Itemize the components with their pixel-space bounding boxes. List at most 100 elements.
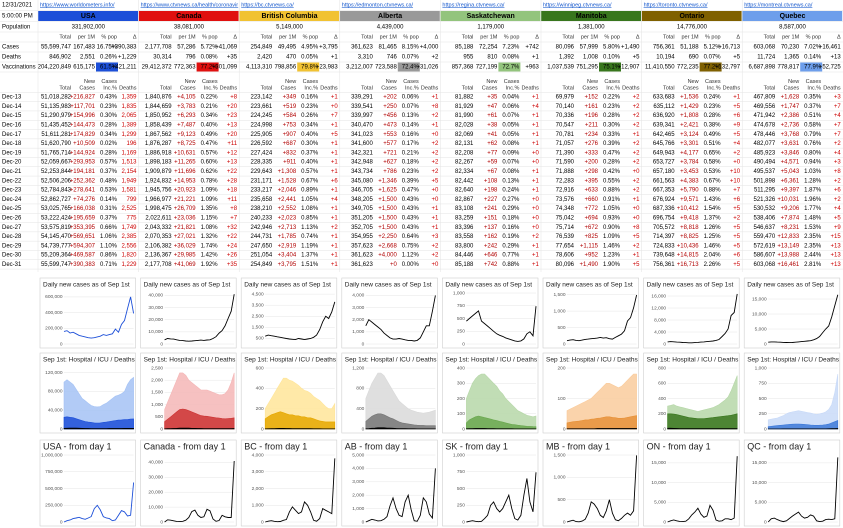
y-tick-label: 300 xyxy=(457,381,465,387)
y-tick-label: 0 xyxy=(764,341,767,347)
daily-cell: 649,943 xyxy=(653,150,675,156)
area xyxy=(566,373,637,430)
daily-cell: +4,177 xyxy=(680,150,699,156)
daily-cell: +5 xyxy=(733,225,741,231)
summary-cell: +5 xyxy=(633,55,641,61)
daily-cell: 0.37% xyxy=(100,215,118,221)
daily-cell: 0.39% xyxy=(603,141,621,147)
line xyxy=(566,294,638,342)
daily-cell: 2,043,332 xyxy=(145,225,172,231)
chart-title: Sep 1st: Hospital / ICU / Deaths xyxy=(647,357,740,364)
daily-cell: 0.07% xyxy=(502,113,520,119)
daily-cell: 1.96% xyxy=(804,197,822,203)
daily-cell: +24 xyxy=(227,243,238,249)
column-header: Δ xyxy=(736,34,740,40)
daily-cell: +456 xyxy=(383,113,397,119)
daily-cell: 2,177,708 xyxy=(145,262,172,268)
daily-cell: +5,043 xyxy=(781,169,800,175)
daily-cell: 341,600 xyxy=(351,141,373,147)
region-name: Saskatchewan xyxy=(467,13,515,20)
line xyxy=(667,293,738,344)
daily-cell: 0.06% xyxy=(502,104,520,110)
pct-highlight xyxy=(800,62,823,72)
url-link[interactable]: https://winnipeg.ctvnews.ca/ xyxy=(543,2,612,8)
daily-cell: +10,031 xyxy=(777,197,800,203)
y-tick-label: 0 xyxy=(60,341,63,347)
y-tick-label: 0 xyxy=(563,426,566,432)
daily-cell: 357,623 xyxy=(351,243,373,249)
daily-cell: 0.13% xyxy=(502,178,520,184)
daily-cell: 0.16% xyxy=(301,95,319,101)
daily-cell: 1,840,876 xyxy=(145,95,172,101)
daily-cell: +1,115 xyxy=(580,243,599,249)
daily-cell: 1,945,756 xyxy=(145,188,172,194)
chart-title: Daily new cases as of Sep 1st xyxy=(546,282,633,289)
daily-cell: +5 xyxy=(733,206,741,212)
daily-cell: +1,536 xyxy=(680,95,699,101)
daily-cell: +7 xyxy=(834,122,842,128)
url-link[interactable]: https://montreal.ctvnews.ca/ xyxy=(744,2,813,8)
date: 12/31/2021 xyxy=(2,3,33,9)
daily-cell: +627 xyxy=(383,160,397,166)
daily-cell: +2 xyxy=(331,225,339,231)
url-link[interactable]: https://toronto.ctvnews.ca/ xyxy=(644,2,708,8)
daily-cell: 1,998,475 xyxy=(145,206,172,212)
summary-cell: 49,495 xyxy=(278,45,297,51)
daily-header: Inc.% xyxy=(103,85,117,91)
summary-cell: 723,588 xyxy=(375,65,397,71)
daily-cell: +250 xyxy=(383,104,397,110)
daily-cell: 340,470 xyxy=(351,122,373,128)
daily-cell: 0.40% xyxy=(301,160,319,166)
population: 1,179,000 xyxy=(477,25,504,31)
daily-cell: +2 xyxy=(633,113,641,119)
daily-cell: 0.75% xyxy=(402,243,420,249)
daily-cell: 351,205 xyxy=(351,215,373,221)
daily-cell: 0.30% xyxy=(301,141,319,147)
summary-cell: 204,220,849 xyxy=(38,65,72,71)
summary-cell: 846,902 xyxy=(49,55,71,61)
url-link[interactable]: https://bc.ctvnews.ca/ xyxy=(241,2,294,8)
chart-frame xyxy=(140,277,237,349)
daily-cell: +4,000 xyxy=(378,253,397,259)
daily-cell: +3 xyxy=(834,95,842,101)
url-link[interactable]: https://www.ctvnews.ca/health/coronaviru… xyxy=(141,2,246,8)
summary-cell: 615,175 xyxy=(73,65,95,71)
daily-cell: 1,949 xyxy=(121,178,137,184)
daily-cell: 81,990 xyxy=(455,113,474,119)
url-link[interactable]: https://regina.ctvnews.ca/ xyxy=(442,2,505,8)
daily-cell: +3,768 xyxy=(781,132,800,138)
y-tick-label: 0 xyxy=(160,519,163,525)
daily-header: Cases xyxy=(381,85,397,91)
url-link[interactable]: https://edmonton.ctvnews.ca/ xyxy=(342,2,414,8)
chart-title: Daily new cases as of Sep 1st xyxy=(244,282,331,289)
daily-cell: +14,953 xyxy=(174,178,197,184)
daily-cell: 0.23% xyxy=(301,104,319,110)
daily-cell: 696,754 xyxy=(653,215,675,221)
daily-cell: +4 xyxy=(733,141,741,147)
y-tick-label: 1,000,000 xyxy=(41,452,63,458)
y-tick-label: 0 xyxy=(462,341,465,347)
daily-cell: 1.06% xyxy=(100,234,118,240)
chart-title: USA - from day 1 xyxy=(43,441,112,451)
daily-cell: 0.71% xyxy=(100,262,118,268)
chart-frame xyxy=(542,439,639,527)
url-link[interactable]: https://www.worldometers.info/ xyxy=(40,2,115,8)
daily-cell: +13,988 xyxy=(777,253,800,259)
region-band xyxy=(440,11,541,21)
daily-cell: 1.42% xyxy=(201,253,219,259)
daily-cell: +1,628 xyxy=(781,95,800,101)
daily-cell: 724,833 xyxy=(653,243,675,249)
daily-cell: 0.24% xyxy=(704,95,722,101)
daily-cell: +1 xyxy=(532,113,540,119)
daily-cell: +8 xyxy=(230,95,238,101)
daily-cell: +2 xyxy=(431,150,439,156)
daily-cell: 0.58% xyxy=(804,122,822,128)
daily-cell: +0 xyxy=(633,169,641,175)
daily-cell: +3,631 xyxy=(781,141,800,147)
daily-cell: 1.46% xyxy=(603,243,621,249)
area xyxy=(365,427,436,430)
daily-cell: 0.29% xyxy=(502,243,520,249)
daily-cell: +0 xyxy=(431,188,439,194)
pct-highlight xyxy=(196,62,219,72)
daily-cell: 0.43% xyxy=(402,197,420,203)
